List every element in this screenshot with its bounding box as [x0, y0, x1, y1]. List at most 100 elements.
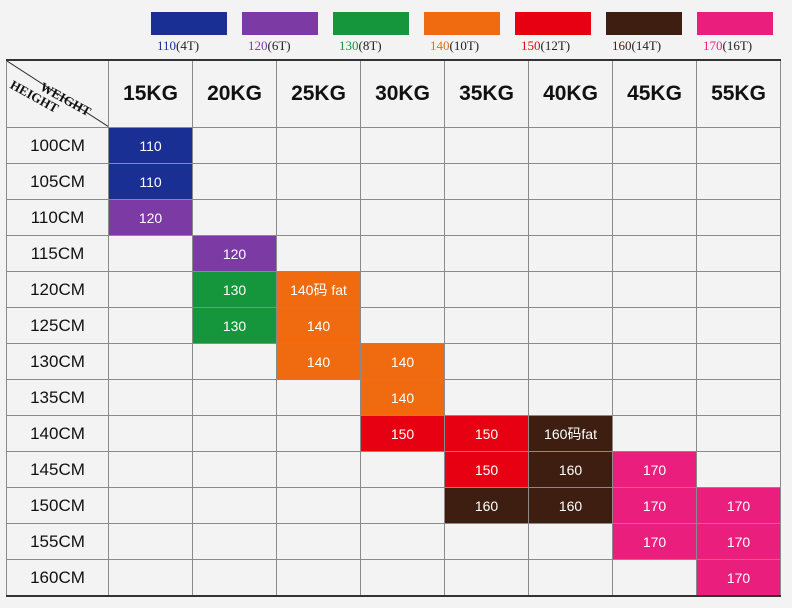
empty-cell — [360, 235, 445, 272]
legend-item-160: 160(14T) — [606, 12, 698, 58]
legend-label: 140(10T) — [430, 38, 479, 54]
empty-cell — [360, 307, 445, 344]
empty-cell — [612, 127, 697, 164]
weight-column-header: 30KG — [360, 59, 445, 128]
empty-cell — [444, 127, 529, 164]
legend-size-number: 110 — [157, 38, 177, 53]
size-cell: 170 — [612, 523, 697, 560]
empty-cell — [108, 487, 193, 524]
empty-cell — [444, 343, 529, 380]
legend-size-number: 120 — [248, 38, 268, 53]
size-cell: 140 — [276, 343, 361, 380]
table-row: 150CM 160 160 170 170 — [6, 487, 781, 524]
empty-cell — [276, 559, 361, 597]
empty-cell — [612, 379, 697, 416]
weight-column-header: 40KG — [528, 59, 613, 128]
size-cell: 160 — [528, 451, 613, 488]
height-row-header: 140CM — [6, 415, 109, 452]
empty-cell — [444, 379, 529, 416]
table-row: 100CM 110 — [6, 127, 781, 164]
empty-cell — [528, 235, 613, 272]
empty-cell — [360, 559, 445, 597]
legend-size-number: 150 — [521, 38, 541, 53]
empty-cell — [192, 379, 277, 416]
legend-swatch — [333, 12, 409, 35]
empty-cell — [696, 127, 781, 164]
empty-cell — [612, 559, 697, 597]
empty-cell — [192, 487, 277, 524]
legend-swatch — [151, 12, 227, 35]
empty-cell — [528, 163, 613, 200]
size-cell: 110 — [108, 127, 193, 164]
empty-cell — [528, 559, 613, 597]
empty-cell — [276, 127, 361, 164]
table-row: 160CM 170 — [6, 559, 781, 597]
height-row-header: 145CM — [6, 451, 109, 488]
size-cell: 160 — [528, 487, 613, 524]
legend-item-170: 170(16T) — [697, 12, 789, 58]
empty-cell — [360, 271, 445, 308]
size-cell: 170 — [612, 487, 697, 524]
empty-cell — [192, 127, 277, 164]
empty-cell — [276, 487, 361, 524]
weight-column-header: 55KG — [696, 59, 781, 128]
table-row: 125CM 130 140 — [6, 307, 781, 344]
legend-label: 120(6T) — [248, 38, 291, 54]
empty-cell — [108, 343, 193, 380]
empty-cell — [612, 235, 697, 272]
empty-cell — [696, 199, 781, 236]
empty-cell — [108, 379, 193, 416]
table-row: 145CM 150 160 170 — [6, 451, 781, 488]
empty-cell — [108, 451, 193, 488]
empty-cell — [528, 343, 613, 380]
empty-cell — [108, 559, 193, 597]
table-row: 130CM 140 140 — [6, 343, 781, 380]
empty-cell — [612, 271, 697, 308]
height-row-header: 135CM — [6, 379, 109, 416]
legend-swatch — [606, 12, 682, 35]
size-cell: 130 — [192, 307, 277, 344]
empty-cell — [360, 163, 445, 200]
empty-cell — [192, 523, 277, 560]
empty-cell — [444, 163, 529, 200]
legend-label: 150(12T) — [521, 38, 570, 54]
size-cell: 140 — [276, 307, 361, 344]
table-row: 120CM 130 140码 fat — [6, 271, 781, 308]
size-cell: 120 — [108, 199, 193, 236]
size-legend: 110(4T) 120(6T) 130(8T) 140(10T) 150(12T) 160… — [0, 12, 792, 58]
size-cell: 150 — [444, 415, 529, 452]
legend-age-suffix: (12T) — [540, 38, 571, 53]
empty-cell — [276, 415, 361, 452]
empty-cell — [108, 271, 193, 308]
legend-label: 170(16T) — [703, 38, 752, 54]
empty-cell — [360, 451, 445, 488]
empty-cell — [696, 451, 781, 488]
size-cell: 120 — [192, 235, 277, 272]
size-chart-table: WEIGHT HEIGHT 15KG 20KG 25KG 30KG 35KG 40KG 45… — [6, 59, 781, 597]
legend-item-130: 130(8T) — [333, 12, 425, 58]
size-cell: 170 — [696, 487, 781, 524]
empty-cell — [192, 559, 277, 597]
empty-cell — [696, 343, 781, 380]
empty-cell — [612, 307, 697, 344]
size-cell: 130 — [192, 271, 277, 308]
legend-age-suffix: (10T) — [449, 38, 480, 53]
legend-label: 130(8T) — [339, 38, 382, 54]
weight-column-header: 25KG — [276, 59, 361, 128]
empty-cell — [444, 559, 529, 597]
empty-cell — [192, 415, 277, 452]
empty-cell — [192, 343, 277, 380]
empty-cell — [612, 163, 697, 200]
empty-cell — [108, 415, 193, 452]
empty-cell — [276, 523, 361, 560]
legend-label: 110(4T) — [157, 38, 199, 54]
empty-cell — [528, 127, 613, 164]
size-cell: 170 — [696, 559, 781, 597]
legend-item-140: 140(10T) — [424, 12, 516, 58]
legend-item-150: 150(12T) — [515, 12, 607, 58]
legend-swatch — [424, 12, 500, 35]
legend-swatch — [697, 12, 773, 35]
legend-label: 160(14T) — [612, 38, 661, 54]
empty-cell — [696, 415, 781, 452]
height-row-header: 105CM — [6, 163, 109, 200]
